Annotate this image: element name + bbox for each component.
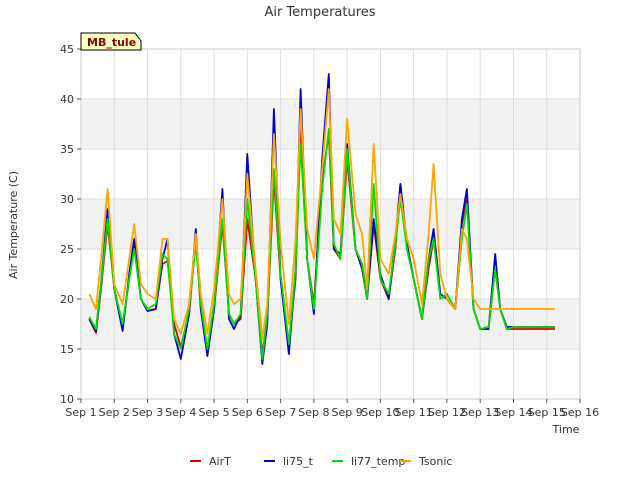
legend-label: li77_temp (351, 455, 405, 468)
plot-background (81, 49, 580, 399)
series-line-Tsonic (88, 88, 555, 340)
y-tick-label: 25 (60, 243, 74, 256)
y-tick-label: 20 (60, 293, 74, 306)
plot-band (81, 299, 580, 349)
x-tick-label: Sep 4 (165, 406, 196, 419)
legend-item-AirT: AirT (190, 455, 231, 468)
x-tick-label: Sep 11 (395, 406, 433, 419)
x-tick-label: Sep 10 (361, 406, 399, 419)
legend-item-li75_t: li75_t (264, 455, 314, 468)
y-tick-label: 45 (60, 43, 74, 56)
x-tick-label: Sep 5 (198, 406, 229, 419)
y-tick-label: 15 (60, 343, 74, 356)
x-tick-label: Sep 6 (232, 406, 263, 419)
y-axis-title: Air Temperature (C) (7, 171, 20, 279)
x-tick-label: Sep 7 (265, 406, 296, 419)
plot-frame (80, 48, 581, 400)
x-tick-label: Sep 15 (528, 406, 566, 419)
x-tick-label: Sep 13 (461, 406, 499, 419)
x-tick-label: Sep 2 (99, 406, 130, 419)
x-axis-title: Time (552, 423, 580, 436)
y-tick-label: 40 (60, 93, 74, 106)
series-lines (88, 73, 555, 365)
x-tick-label: Sep 9 (332, 406, 363, 419)
x-tick-label: Sep 16 (561, 406, 599, 419)
x-tick-label: Sep 3 (132, 406, 163, 419)
legend: AirT li75_t li77_temp Tsonic (190, 455, 452, 468)
y-tick-label: 30 (60, 193, 74, 206)
chart-title: Air Temperatures (264, 5, 375, 20)
y-tick-label: 10 (60, 393, 74, 406)
station-badge: MB_tule (80, 32, 142, 51)
station-badge-label: MB_tule (87, 36, 136, 49)
x-tick-label: Sep 1 (65, 406, 96, 419)
legend-item-Tsonic: Tsonic (400, 455, 452, 468)
series-line-li77_temp (88, 128, 555, 360)
x-tick-label: Sep 12 (428, 406, 466, 419)
legend-item-li77_temp: li77_temp (332, 455, 405, 468)
station-badge-box (80, 32, 142, 51)
x-tick-label: Sep 8 (298, 406, 329, 419)
plot-band (81, 199, 580, 249)
legend-label: AirT (209, 455, 231, 468)
legend-label: li75_t (283, 455, 314, 468)
x-tick-label: Sep 14 (494, 406, 532, 419)
legend-label: Tsonic (418, 455, 452, 468)
y-tick-label: 35 (60, 143, 74, 156)
